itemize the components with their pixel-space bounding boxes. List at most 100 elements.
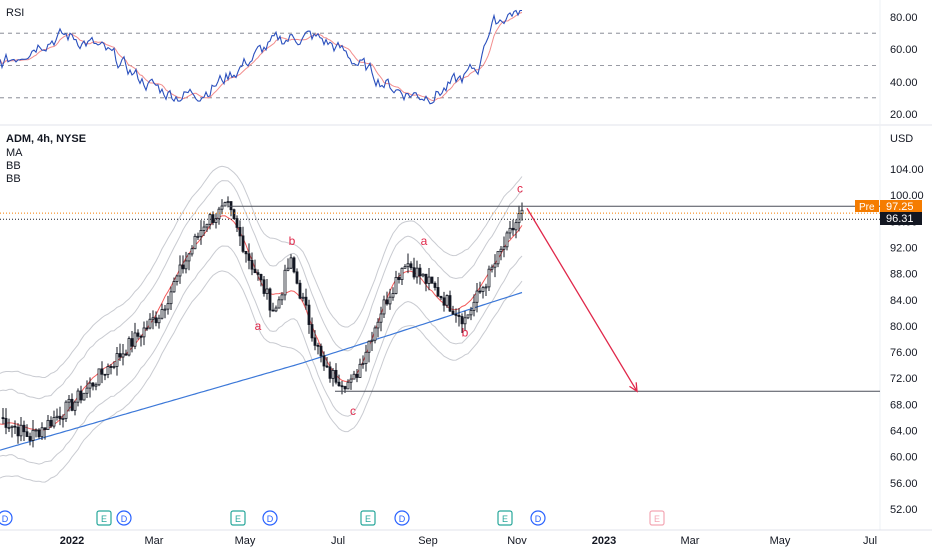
candle-body — [58, 415, 62, 420]
candle-body — [103, 373, 107, 376]
candle-body — [22, 424, 26, 433]
candle-body — [481, 287, 485, 292]
candle-body — [46, 419, 50, 430]
candle-body — [361, 363, 365, 365]
candle-body — [181, 264, 185, 270]
candle-body — [145, 327, 149, 330]
earnings-marker — [497, 510, 513, 526]
candle-body — [13, 425, 17, 428]
moving-average-200 — [0, 291, 523, 451]
candle-body — [325, 365, 329, 368]
candle-body — [112, 366, 116, 368]
price-tick-label: 64.00 — [890, 426, 918, 438]
wave-label: a — [421, 234, 428, 248]
candle-body — [235, 218, 239, 228]
price-tick-label: 68.00 — [890, 399, 918, 411]
currency-label: USD — [890, 133, 913, 145]
candle-body — [40, 427, 44, 438]
event-marker-label: D — [535, 514, 542, 524]
candle-body — [289, 257, 293, 269]
legend-title: ADM, 4h, NYSE — [6, 133, 86, 145]
candle-body — [493, 263, 497, 268]
candle-body — [319, 345, 323, 357]
candle-body — [199, 229, 203, 237]
event-marker-label: E — [654, 514, 660, 524]
candle-body — [220, 205, 224, 210]
candle-body — [343, 386, 347, 390]
candle-body — [130, 338, 134, 347]
candle-body — [508, 227, 512, 234]
time-tick-label: Jul — [331, 535, 345, 547]
time-tick-label: 2022 — [60, 535, 84, 547]
pre-badge-label: Pre — [859, 202, 875, 213]
wave-label: b — [462, 325, 469, 339]
candle-body — [73, 401, 77, 411]
wave-label: b — [289, 234, 296, 248]
candle-body — [340, 385, 344, 388]
candle-body — [472, 301, 476, 311]
candle-body — [166, 303, 170, 310]
candle-body — [97, 368, 101, 386]
candle-body — [256, 272, 260, 275]
candle-body — [232, 209, 236, 220]
candle-body — [286, 267, 290, 271]
dividend-marker — [530, 510, 546, 526]
last-price-badge — [880, 212, 922, 225]
candle-body — [322, 355, 326, 367]
candle-body — [310, 324, 314, 339]
event-marker-label: E — [502, 514, 508, 524]
candle-body — [61, 418, 65, 420]
event-marker-label: E — [101, 514, 107, 524]
candle-body — [271, 309, 275, 312]
candle-body — [409, 263, 413, 269]
candle-body — [34, 429, 38, 432]
earnings-marker — [230, 510, 246, 526]
candle-body — [298, 282, 302, 299]
time-tick-label: Mar — [145, 535, 164, 547]
candle-body — [64, 401, 68, 419]
legend-bb[interactable]: BB — [6, 160, 21, 172]
event-marker-label: D — [267, 514, 274, 524]
candle-body — [247, 253, 251, 261]
candle-body — [1, 417, 5, 420]
last-price-value: 96.31 — [886, 213, 914, 225]
candle-body — [376, 321, 380, 329]
time-axis: 2022 Mar May Jul Sep Nov 2023 Mar May Jul — [60, 535, 877, 547]
candle-body — [457, 314, 461, 317]
candle-body — [127, 338, 131, 356]
legend-ma[interactable]: MA — [6, 147, 23, 159]
candle-body — [406, 263, 410, 268]
pre-price-badge — [880, 200, 922, 212]
candle-body — [469, 309, 473, 316]
candle-body — [397, 277, 401, 280]
projection-arrow[interactable] — [526, 207, 638, 393]
pre-badge — [855, 200, 879, 212]
candle-body — [307, 304, 311, 325]
candle-body — [223, 202, 227, 207]
candle-body — [10, 425, 14, 428]
dividend-marker — [0, 510, 13, 526]
price-tick-label: 72.00 — [890, 373, 918, 385]
candle-body — [514, 222, 518, 231]
time-tick-label: Nov — [507, 535, 527, 547]
dividend-marker — [262, 510, 278, 526]
candle-body — [439, 295, 443, 299]
candles — [1, 196, 524, 448]
legend-bb[interactable]: BB — [6, 173, 21, 185]
rsi-tick-label: 20.00 — [890, 109, 918, 121]
candle-body — [442, 297, 446, 306]
candle-body — [19, 424, 23, 437]
candle-body — [28, 436, 32, 441]
candle-body — [241, 235, 245, 252]
candle-body — [454, 313, 458, 316]
candle-body — [121, 353, 125, 358]
candle-body — [466, 314, 470, 319]
candle-body — [25, 431, 29, 437]
candle-body — [91, 382, 95, 387]
candle-body — [385, 299, 389, 305]
candle-body — [259, 273, 263, 281]
candle-body — [355, 373, 359, 378]
candle-body — [43, 427, 47, 430]
candle-body — [160, 309, 164, 319]
